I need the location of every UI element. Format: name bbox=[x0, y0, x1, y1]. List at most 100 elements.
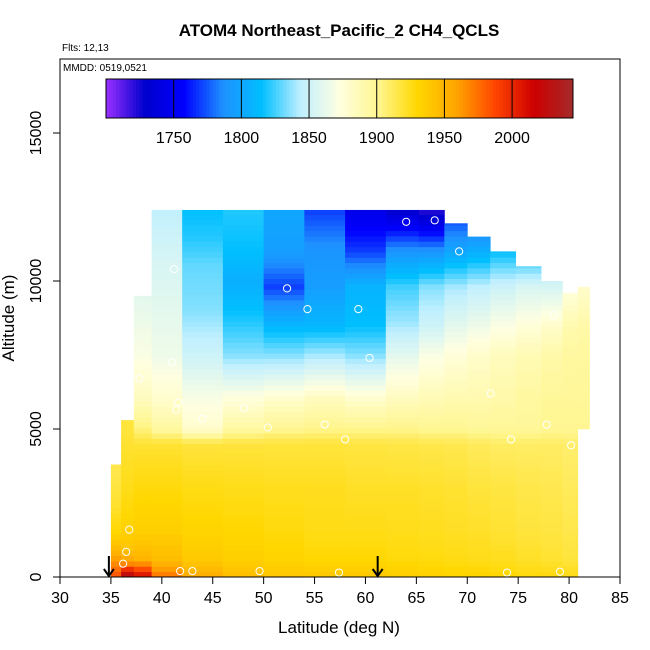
heatmap-cell bbox=[133, 454, 153, 461]
heatmap-cell bbox=[345, 497, 387, 503]
heatmap-cell bbox=[110, 475, 122, 482]
heatmap-cell bbox=[577, 333, 590, 339]
heatmap-cell bbox=[151, 241, 183, 248]
heatmap-cell bbox=[304, 545, 346, 551]
heatmap-cell bbox=[515, 529, 542, 535]
heatmap-cell bbox=[444, 438, 468, 445]
heatmap-cell bbox=[444, 411, 468, 418]
heatmap-cell bbox=[121, 491, 135, 498]
heatmap-cell bbox=[151, 513, 183, 519]
heatmap-cell bbox=[182, 294, 224, 301]
heatmap-cell bbox=[133, 443, 153, 450]
heatmap-cell bbox=[151, 299, 183, 306]
heatmap-cell bbox=[182, 459, 224, 466]
heatmap-cell bbox=[133, 555, 153, 562]
heatmap-cell bbox=[490, 518, 517, 525]
heatmap-cell bbox=[222, 225, 265, 232]
heatmap-cell bbox=[263, 337, 305, 343]
heatmap-cell bbox=[418, 315, 445, 322]
heatmap-cell bbox=[345, 342, 387, 349]
heatmap-cell bbox=[304, 433, 346, 439]
heatmap-cell bbox=[541, 281, 563, 285]
heatmap-cell bbox=[304, 220, 346, 226]
heatmap-cell bbox=[151, 539, 183, 546]
colorbar-segment bbox=[426, 79, 431, 118]
heatmap-cell bbox=[110, 497, 122, 503]
heatmap-cell bbox=[222, 443, 265, 450]
heatmap-cell bbox=[110, 571, 122, 577]
heatmap-cell bbox=[263, 561, 305, 567]
heatmap-cell bbox=[490, 443, 517, 450]
heatmap-cell bbox=[467, 267, 491, 274]
heatmap-cell bbox=[541, 529, 563, 535]
heatmap-cell bbox=[222, 379, 265, 386]
heatmap-cell bbox=[515, 315, 542, 322]
heatmap-cell bbox=[121, 427, 135, 434]
heatmap-cell bbox=[345, 337, 387, 343]
colorbar-tick-label: 1800 bbox=[224, 130, 260, 147]
colorbar-segment bbox=[149, 79, 154, 118]
heatmap-cell bbox=[515, 550, 542, 557]
heatmap-cell bbox=[562, 310, 579, 317]
heatmap-cell bbox=[222, 321, 265, 327]
heatmap-cell bbox=[444, 358, 468, 365]
heatmap-cell bbox=[467, 337, 491, 343]
heatmap-cell bbox=[385, 374, 420, 381]
colorbar-segment bbox=[329, 79, 334, 118]
heatmap-cell bbox=[263, 550, 305, 557]
heatmap-cell bbox=[515, 353, 542, 359]
heatmap-cell bbox=[133, 470, 153, 477]
heatmap-cell bbox=[385, 427, 420, 434]
heatmap-cell bbox=[222, 401, 265, 407]
colorbar-segment bbox=[122, 79, 127, 118]
heatmap-cell bbox=[182, 363, 224, 370]
colorbar-segment bbox=[176, 79, 180, 118]
heatmap-cell bbox=[444, 561, 468, 567]
heatmap-cell bbox=[222, 363, 265, 370]
heatmap-cell bbox=[490, 278, 517, 285]
heatmap-cell bbox=[418, 459, 445, 466]
heatmap-cell bbox=[418, 486, 445, 493]
plot-frame bbox=[59, 58, 621, 578]
heatmap-cell bbox=[263, 257, 305, 264]
heatmap-cell bbox=[490, 406, 517, 413]
heatmap-cell bbox=[562, 395, 579, 402]
heatmap-cell bbox=[263, 566, 305, 573]
heatmap-cell bbox=[490, 379, 517, 386]
heatmap-cell bbox=[222, 299, 265, 306]
heatmap-cell bbox=[222, 529, 265, 535]
heatmap-cell bbox=[151, 251, 183, 258]
heatmap-cell bbox=[418, 433, 445, 439]
heatmap-cell bbox=[385, 267, 420, 274]
colorbar-segment bbox=[379, 79, 384, 118]
heatmap-cell bbox=[541, 465, 563, 471]
heatmap-cell bbox=[467, 571, 491, 577]
colorbar-segment bbox=[409, 79, 414, 118]
heatmap-cell bbox=[133, 438, 153, 445]
colorbar-segment bbox=[366, 79, 371, 118]
heatmap-cell bbox=[515, 363, 542, 370]
heatmap-cell bbox=[110, 507, 122, 514]
heatmap-cell bbox=[304, 214, 346, 221]
heatmap-cell bbox=[467, 545, 491, 551]
heatmap-cell bbox=[222, 427, 265, 434]
colorbar-segment bbox=[519, 79, 524, 118]
heatmap-cell bbox=[263, 220, 305, 226]
colorbar-segment bbox=[259, 79, 264, 118]
heatmap-cell bbox=[263, 502, 305, 509]
heatmap-cell bbox=[110, 555, 122, 562]
x-tick-label: 60 bbox=[357, 590, 375, 607]
heatmap-cell bbox=[121, 486, 135, 493]
heatmap-cell bbox=[133, 315, 153, 322]
heatmap-cell bbox=[151, 417, 183, 423]
heatmap-cell bbox=[385, 278, 420, 285]
heatmap-cell bbox=[577, 391, 590, 398]
heatmap-cell bbox=[444, 417, 468, 423]
heatmap-cell bbox=[121, 571, 135, 577]
colorbar-segment bbox=[486, 79, 491, 118]
heatmap-cell bbox=[345, 331, 387, 338]
heatmap-cell bbox=[182, 225, 224, 232]
heatmap-cell bbox=[182, 241, 224, 248]
heatmap-cell bbox=[467, 395, 491, 402]
heatmap-cell bbox=[345, 299, 387, 306]
